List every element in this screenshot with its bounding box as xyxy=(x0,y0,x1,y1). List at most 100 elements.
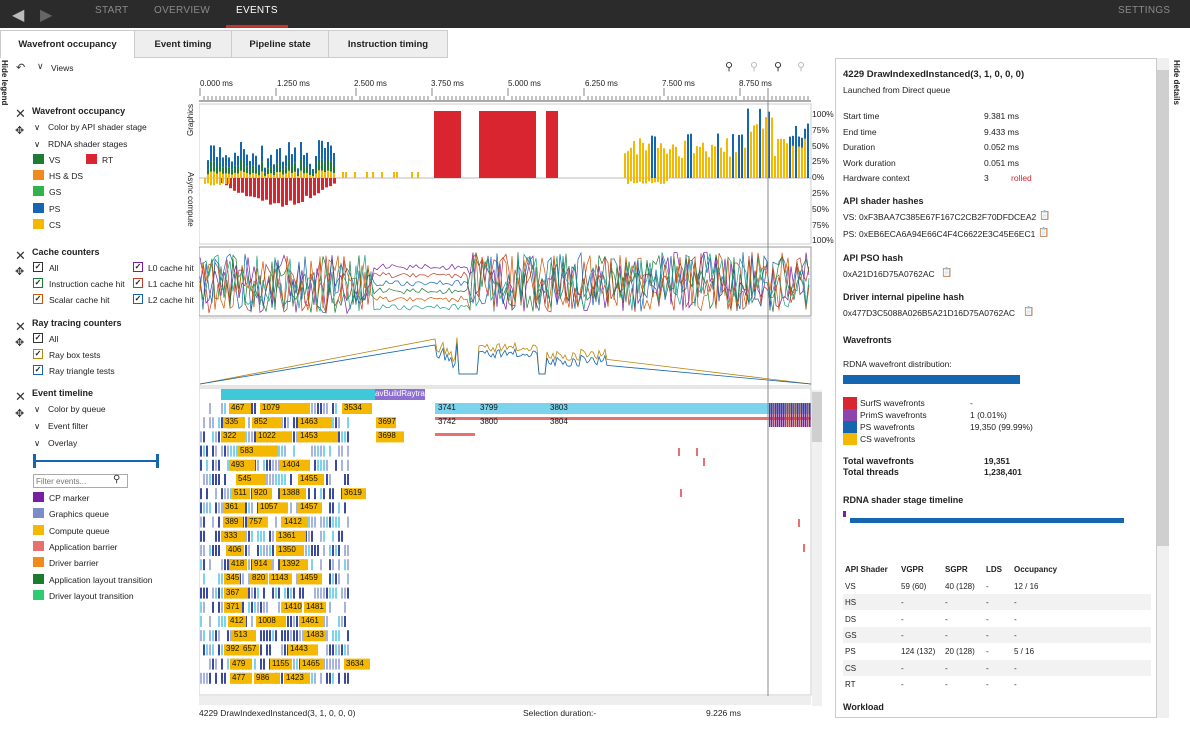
views-label[interactable]: Views xyxy=(51,63,74,73)
event-pill-label[interactable]: 914 xyxy=(254,559,268,569)
rdna-stages[interactable]: RDNA shader stages xyxy=(48,139,128,149)
hide-legend-toggle[interactable]: Hide legend xyxy=(0,60,9,106)
event-pill-label[interactable]: 1481 xyxy=(306,601,324,611)
back-arrow-icon[interactable]: ◀ xyxy=(12,7,25,24)
event-pill-label[interactable]: 418 xyxy=(231,559,245,569)
event-pill-label[interactable]: 1404 xyxy=(282,459,300,469)
event-pill-label[interactable]: 467 xyxy=(231,403,245,412)
ray-box-checkbox[interactable]: ✓ xyxy=(33,349,43,359)
nav-overview[interactable]: OVERVIEW xyxy=(154,5,211,16)
event-pill-label[interactable]: 322 xyxy=(223,431,237,441)
nav-events[interactable]: EVENTS xyxy=(226,5,288,28)
event-filter[interactable]: Event filter xyxy=(48,421,89,431)
event-pill-label[interactable]: 920 xyxy=(254,488,268,498)
tab-event-timing[interactable]: Event timing xyxy=(134,30,232,58)
event-pill-label[interactable]: 1079 xyxy=(262,403,280,412)
event-pill-label[interactable]: 333 xyxy=(224,530,238,540)
details-vscrollbar[interactable] xyxy=(1157,58,1169,718)
zoom-out-icon[interactable]: ⚲ xyxy=(750,61,759,73)
ray-all-checkbox[interactable]: ✓ xyxy=(33,333,43,343)
search-icon[interactable]: ⚲ xyxy=(113,474,121,485)
event-pill-label[interactable]: 3804 xyxy=(550,417,568,427)
event-pill-label[interactable]: 3697 xyxy=(378,417,396,427)
event-pill-label[interactable]: 1483 xyxy=(306,630,324,640)
chevron-down-icon[interactable]: ∨ xyxy=(34,421,41,431)
chevron-down-icon[interactable]: ∨ xyxy=(37,61,44,71)
event-pill-label[interactable]: 3619 xyxy=(344,488,362,498)
chevron-down-icon[interactable]: ∨ xyxy=(34,122,41,132)
event-pill-label[interactable]: 1455 xyxy=(300,474,318,483)
event-pill-label[interactable]: 345 xyxy=(226,573,240,583)
close-icon[interactable]: ✕ xyxy=(15,248,26,263)
event-pill-label[interactable]: 1461 xyxy=(301,616,319,625)
event-pill-label[interactable]: 852 xyxy=(254,417,268,427)
cache-all-checkbox[interactable]: ✓ xyxy=(33,262,43,272)
zoom-selection-icon[interactable]: ⚲ xyxy=(797,61,806,73)
instr-checkbox[interactable]: ✓ xyxy=(33,278,43,288)
event-pill-label[interactable]: 513 xyxy=(234,630,248,640)
copy-icon[interactable]: 📋 xyxy=(1038,227,1050,237)
event-pill-label[interactable]: 1008 xyxy=(258,616,276,625)
event-pill-label[interactable]: 3741 xyxy=(438,403,456,412)
event-pill-label[interactable]: 583 xyxy=(240,445,254,455)
slider-handle-left[interactable] xyxy=(33,454,36,468)
move-icon[interactable]: ✥ xyxy=(15,408,25,420)
event-pill-label[interactable]: 1143 xyxy=(271,573,289,583)
tab-pipeline-state[interactable]: Pipeline state xyxy=(231,30,329,58)
tab-instruction-timing[interactable]: Instruction timing xyxy=(328,30,448,58)
event-pill-label[interactable]: 1457 xyxy=(300,502,318,512)
color-by-stage[interactable]: Color by API shader stage xyxy=(48,122,147,132)
l0-checkbox[interactable]: ✓ xyxy=(133,262,143,272)
overlay-slider[interactable] xyxy=(34,460,158,462)
event-pill-label[interactable]: 1423 xyxy=(286,672,304,682)
undo-icon[interactable]: ↶ xyxy=(16,62,26,74)
chevron-down-icon[interactable]: ∨ xyxy=(34,438,41,448)
event-pill-label[interactable]: 1463 xyxy=(300,417,318,427)
color-by-queue[interactable]: Color by queue xyxy=(48,404,106,414)
event-pill-label[interactable]: 412 xyxy=(230,616,244,625)
event-pill-label[interactable]: 371 xyxy=(226,601,240,611)
forward-arrow-icon[interactable]: ▶ xyxy=(40,7,53,24)
nav-start[interactable]: START xyxy=(95,5,129,16)
event-pill-label[interactable]: 3742 xyxy=(438,417,456,427)
event-pill-label[interactable]: 1361 xyxy=(278,530,296,540)
event-pill-label[interactable]: 493 xyxy=(231,459,245,469)
event-pill-label[interactable]: 1453 xyxy=(300,431,318,441)
overlay[interactable]: Overlay xyxy=(48,438,78,448)
event-pill-label[interactable]: 1155 xyxy=(272,658,290,668)
event-pill-label[interactable]: 1392 xyxy=(282,559,300,569)
event-pill-label[interactable]: 757 xyxy=(249,516,263,526)
copy-icon[interactable]: 📋 xyxy=(1023,306,1035,316)
event-pill-label[interactable]: 1022 xyxy=(258,431,276,441)
chevron-down-icon[interactable]: ∨ xyxy=(34,404,41,414)
event-pill-label[interactable]: 1459 xyxy=(300,573,318,583)
event-pill-label[interactable]: 3634 xyxy=(346,658,364,668)
move-icon[interactable]: ✥ xyxy=(15,125,25,137)
event-pill-label[interactable]: 392 xyxy=(226,644,240,654)
l2-checkbox[interactable]: ✓ xyxy=(133,294,143,304)
hide-details-toggle[interactable]: Hide details xyxy=(1172,60,1181,105)
zoom-in-icon[interactable]: ⚲ xyxy=(725,61,734,73)
event-pill-label[interactable]: 3799 xyxy=(480,403,498,412)
chevron-down-icon[interactable]: ∨ xyxy=(34,139,41,149)
event-pill-label[interactable]: 1057 xyxy=(260,502,278,512)
event-pill-label[interactable]: 335 xyxy=(225,417,239,427)
timeline-area[interactable]: 0.000 ms 1.250 ms 2.500 ms 3.750 ms 5.000 ms… xyxy=(199,74,813,707)
event-pill-label[interactable]: 511 xyxy=(234,488,247,498)
event-pill-label[interactable]: 477 xyxy=(232,672,246,682)
ray-tri-checkbox[interactable]: ✓ xyxy=(33,365,43,375)
filter-events-input[interactable] xyxy=(33,474,128,488)
event-pill-label[interactable]: 545 xyxy=(238,474,252,483)
copy-icon[interactable]: 📋 xyxy=(941,267,953,277)
events-vscrollbar[interactable] xyxy=(812,390,822,706)
event-pill-label[interactable]: 3698 xyxy=(378,431,396,441)
tab-wavefront-occupancy[interactable]: Wavefront occupancy xyxy=(0,30,135,58)
scalar-checkbox[interactable]: ✓ xyxy=(33,294,43,304)
event-pill-label[interactable]: 986 xyxy=(256,672,270,682)
event-pill-label[interactable]: 406 xyxy=(228,545,242,554)
event-pill-label[interactable]: 1388 xyxy=(282,488,300,498)
event-pill-label[interactable]: 479 xyxy=(232,658,246,668)
hscrollbar[interactable] xyxy=(199,696,811,705)
event-pill-label[interactable]: 3800 xyxy=(480,417,498,427)
event-pill-label[interactable]: 361 xyxy=(225,502,239,512)
